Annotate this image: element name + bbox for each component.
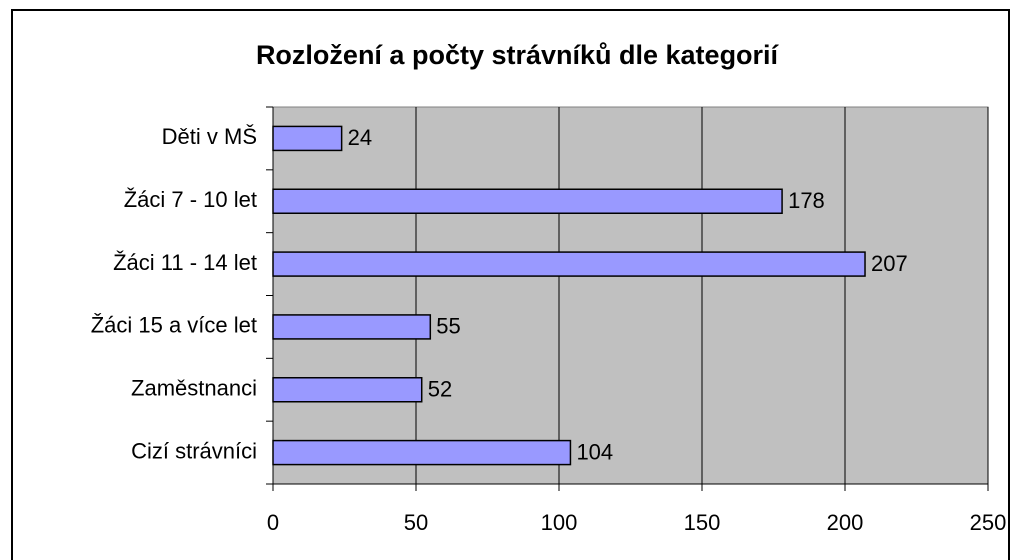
x-tick-label: 100	[541, 510, 578, 535]
x-tick-label: 0	[267, 510, 279, 535]
x-tick-label: 200	[827, 510, 864, 535]
data-label: 104	[576, 439, 613, 464]
bar	[272, 439, 572, 466]
bar	[272, 314, 432, 340]
bar	[272, 125, 343, 152]
y-tick-label: Žáci 7 - 10 let	[124, 187, 257, 212]
data-label: 178	[788, 188, 825, 213]
y-tick-label: Děti v MŠ	[162, 124, 257, 149]
y-tick-label: Cizí strávníci	[131, 438, 257, 463]
bar	[272, 251, 866, 277]
y-tick-label: Žáci 11 - 14 let	[113, 250, 257, 275]
chart-title: Rozložení a počty strávníků dle kategori…	[256, 40, 780, 70]
x-tick-label: 50	[404, 510, 428, 535]
y-tick-label: Žáci 15 a více let	[91, 313, 257, 338]
plot-area	[272, 106, 989, 485]
y-tick-label: Zaměstnanci	[131, 376, 257, 401]
data-label: 207	[871, 251, 908, 276]
bar	[272, 377, 423, 403]
bar	[272, 188, 783, 214]
x-tick-label: 250	[970, 510, 1007, 535]
data-label: 55	[436, 314, 460, 339]
x-tick-label: 150	[684, 510, 721, 535]
data-label: 52	[428, 377, 452, 402]
data-label: 24	[348, 125, 372, 150]
